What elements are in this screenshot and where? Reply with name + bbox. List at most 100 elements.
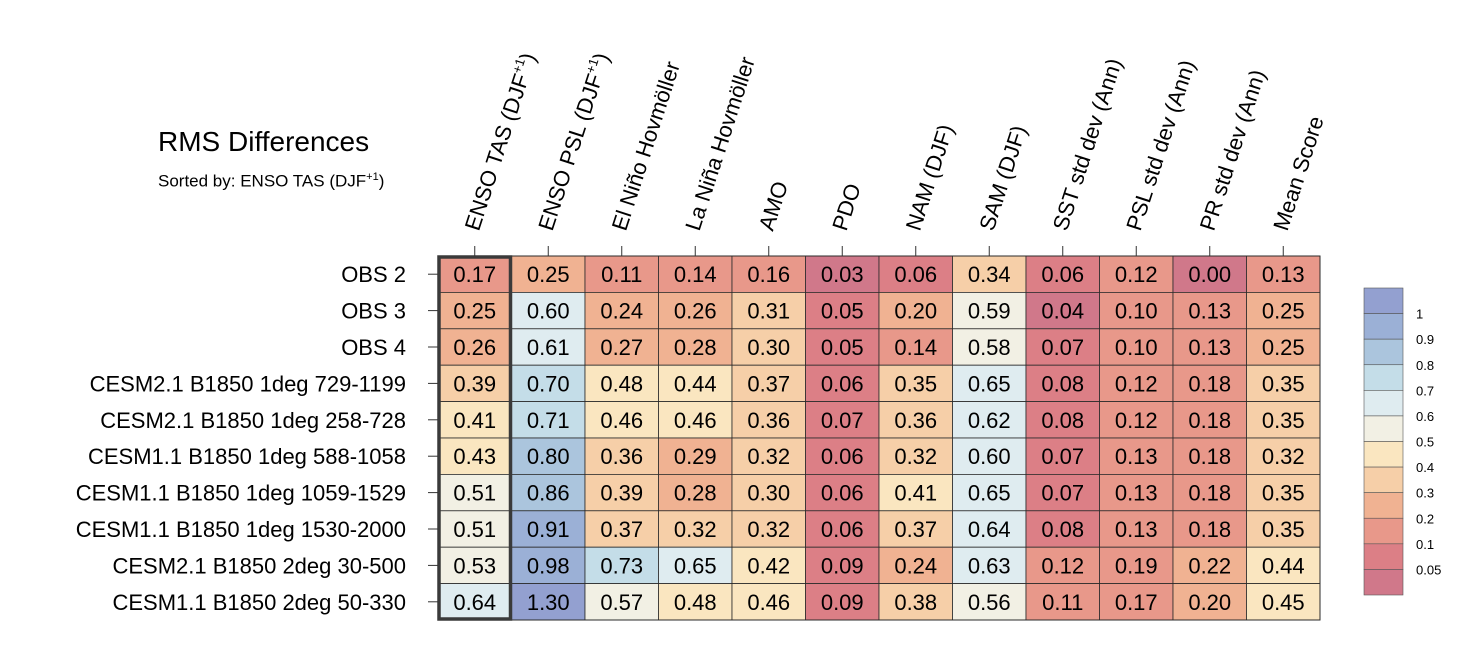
cell-value-label: 0.65 (968, 371, 1011, 396)
colorbar-swatch (1363, 569, 1404, 596)
heatmap-cell (658, 291, 733, 330)
heatmap-cell (1025, 291, 1100, 330)
cell-value-label: 0.30 (747, 481, 790, 506)
cell-value-label: 0.14 (894, 335, 937, 360)
colorbar-swatch (1363, 390, 1404, 417)
column-label: PSL std dev (Ann) (1121, 57, 1200, 234)
heatmap-cell (511, 364, 586, 403)
cell-value-label: 0.07 (1041, 444, 1084, 469)
heatmap-cell (1246, 255, 1321, 293)
cell-value-label: 0.60 (968, 444, 1011, 469)
cell-value-label: 0.29 (674, 444, 717, 469)
cell-value-label: 0.28 (674, 481, 717, 506)
cell-value-label: 0.41 (894, 481, 937, 506)
heatmap-cell (1025, 401, 1100, 439)
cell-value-label: 0.46 (747, 590, 790, 615)
cell-value-label: 0.32 (674, 517, 717, 542)
cell-value-label: 0.56 (968, 590, 1011, 615)
heatmap-cell (1172, 583, 1247, 621)
cell-value-label: 0.98 (527, 553, 570, 578)
heatmap-cell (1025, 328, 1100, 366)
heatmap-cell (511, 401, 586, 439)
heatmap-cell (1246, 328, 1321, 366)
cell-value-label: 0.46 (674, 408, 717, 433)
column-label: El Niño Hovmöller (607, 58, 685, 233)
cell-value-label: 0.25 (1262, 299, 1305, 324)
cell-value-label: 0.70 (527, 371, 570, 396)
column-label: Mean Score (1268, 113, 1328, 234)
heatmap-cell (511, 583, 586, 621)
heatmap-cell (878, 401, 953, 439)
column-label: AMO (754, 178, 793, 233)
colorbar-label: 0.2 (1416, 511, 1434, 526)
row-label: CESM1.1 B1850 1deg 1530-2000 (76, 517, 406, 542)
column-label: La Niña Hovmöller (680, 54, 760, 234)
cell-value-label: 0.18 (1188, 481, 1231, 506)
heatmap-cell (878, 364, 953, 403)
heatmap-cell (1172, 510, 1247, 548)
heatmap-cell (1246, 291, 1321, 330)
colorbar-swatch (1363, 287, 1404, 314)
heatmap-cell (731, 583, 806, 621)
row-label: CESM1.1 B1850 1deg 1059-1529 (76, 481, 406, 506)
heatmap-cell (511, 255, 586, 293)
cell-value-label: 1.30 (527, 590, 570, 615)
column-label: PDO (827, 180, 866, 233)
cell-value-label: 0.05 (821, 299, 864, 324)
cell-value-label: 0.10 (1115, 335, 1158, 360)
cell-value-label: 0.07 (1041, 481, 1084, 506)
cell-value-label: 0.63 (968, 553, 1011, 578)
heatmap-cell (437, 291, 512, 330)
row-label: OBS 2 (341, 262, 406, 287)
heatmap-cell (437, 546, 512, 585)
heatmap-cell (658, 364, 733, 403)
cell-value-label: 0.35 (1262, 481, 1305, 506)
heatmap-cell (731, 510, 806, 548)
heatmap-cell (805, 401, 880, 439)
cell-value-label: 0.07 (821, 408, 864, 433)
cell-value-label: 0.12 (1041, 553, 1084, 578)
heatmap-cell (805, 546, 880, 585)
cell-value-label: 0.13 (1115, 517, 1158, 542)
cell-value-label: 0.80 (527, 444, 570, 469)
column-label: SAM (DJF) (974, 122, 1031, 233)
cell-value-label: 0.22 (1188, 553, 1231, 578)
cell-value-label: 0.08 (1041, 371, 1084, 396)
cell-value-label: 0.59 (968, 299, 1011, 324)
colorbar-label: 0.5 (1416, 435, 1434, 450)
colorbar-swatch (1363, 338, 1404, 366)
row-label: CESM1.1 B1850 1deg 588-1058 (88, 444, 406, 469)
cell-value-label: 0.28 (674, 335, 717, 360)
cell-value-label: 0.10 (1115, 299, 1158, 324)
column-label: ENSO TAS (DJF+1) (459, 49, 541, 233)
colorbar-label: 0.8 (1416, 358, 1434, 373)
cell-value-label: 0.16 (747, 262, 790, 287)
heatmap-cell (1099, 328, 1174, 366)
cell-value-label: 0.46 (600, 408, 643, 433)
heatmap-cell (1246, 401, 1321, 439)
cell-value-label: 0.06 (821, 517, 864, 542)
colorbar-swatch (1363, 313, 1404, 340)
cell-value-label: 0.06 (1041, 262, 1084, 287)
cell-value-label: 0.37 (600, 517, 643, 542)
cell-value-label: 0.32 (1262, 444, 1305, 469)
cell-value-label: 0.62 (968, 408, 1011, 433)
cell-value-label: 0.39 (600, 481, 643, 506)
cell-value-label: 0.31 (747, 299, 790, 324)
cell-value-label: 0.42 (747, 553, 790, 578)
heatmap-cell (1172, 437, 1247, 475)
column-label: SST std dev (Ann) (1048, 55, 1127, 233)
cell-value-label: 0.06 (821, 444, 864, 469)
heatmap-cell (1172, 546, 1247, 585)
heatmap-cell (658, 401, 733, 439)
cell-value-label: 0.32 (747, 517, 790, 542)
heatmap-cell (731, 255, 806, 293)
row-label: OBS 4 (341, 335, 406, 360)
cell-value-label: 0.51 (453, 517, 496, 542)
colorbar-label: 1 (1416, 307, 1423, 322)
cell-value-label: 0.36 (600, 444, 643, 469)
heatmap-cell (1172, 291, 1247, 330)
cell-value-label: 0.26 (674, 299, 717, 324)
cell-value-label: 0.45 (1262, 590, 1305, 615)
heatmap-cell (658, 510, 733, 548)
